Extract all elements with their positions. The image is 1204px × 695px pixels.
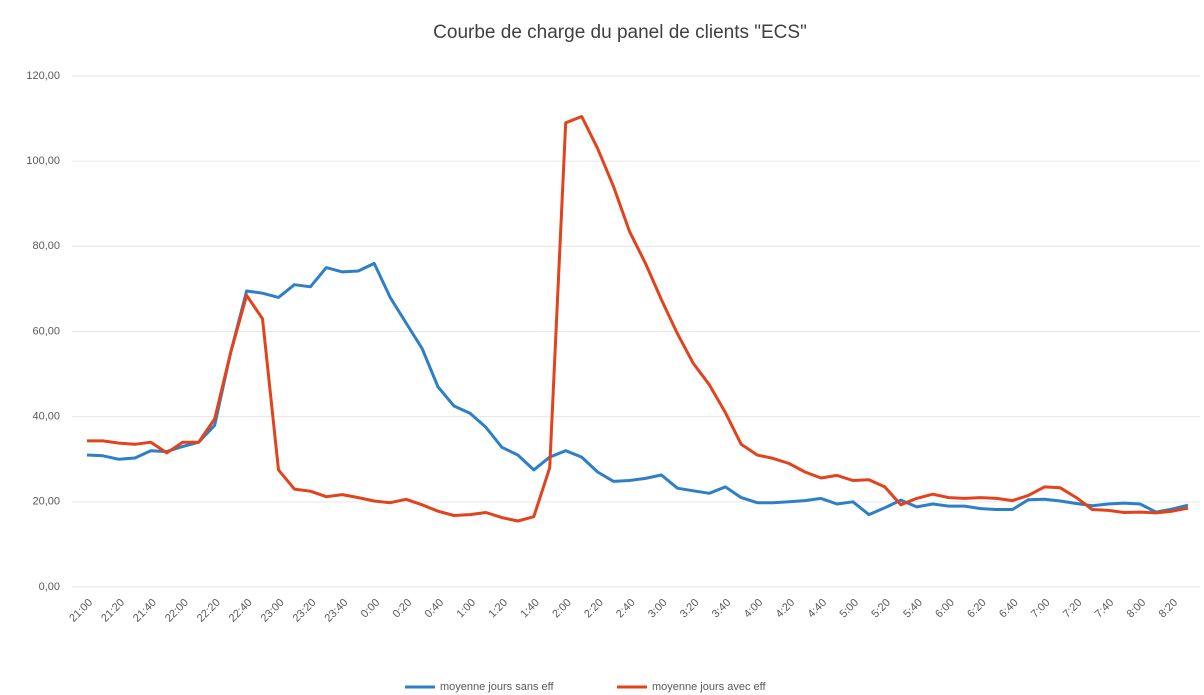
x-tick-label: 3:00: [646, 597, 670, 621]
x-tick-label: 2:00: [550, 597, 574, 621]
x-tick-label: 22:20: [195, 597, 223, 625]
x-tick-label: 7:00: [1029, 597, 1053, 621]
x-tick-label: 6:20: [965, 597, 989, 621]
y-tick-label: 0,00: [39, 581, 60, 593]
x-tick-label: 5:40: [901, 597, 925, 621]
x-tick-label: 22:40: [227, 597, 255, 625]
x-tick-label: 4:40: [806, 597, 830, 621]
legend-label: moyenne jours sans eff: [440, 681, 554, 693]
x-tick-label: 2:40: [614, 597, 638, 621]
x-tick-label: 3:20: [678, 597, 702, 621]
legend-label: moyenne jours avec eff: [652, 681, 766, 693]
x-tick-label: 23:20: [291, 597, 319, 625]
x-tick-label: 1:40: [518, 597, 542, 621]
x-tick-label: 21:00: [67, 597, 95, 625]
x-tick-label: 8:00: [1125, 597, 1149, 621]
y-tick-label: 80,00: [32, 240, 60, 252]
y-tick-label: 20,00: [32, 496, 60, 508]
x-tick-label: 23:00: [259, 597, 287, 625]
x-tick-label: 3:40: [710, 597, 734, 621]
x-tick-label: 21:40: [131, 597, 159, 625]
y-tick-label: 60,00: [32, 325, 60, 337]
x-tick-label: 21:20: [99, 597, 127, 625]
x-tick-label: 6:40: [997, 597, 1021, 621]
x-tick-label: 6:00: [933, 597, 957, 621]
x-tick-label: 7:20: [1061, 597, 1085, 621]
x-tick-label: 8:20: [1157, 597, 1181, 621]
x-tick-label: 22:00: [163, 597, 191, 625]
y-tick-label: 100,00: [26, 155, 60, 167]
y-tick-label: 40,00: [32, 411, 60, 423]
y-tick-label: 120,00: [26, 70, 60, 82]
x-tick-label: 5:20: [869, 597, 893, 621]
x-tick-label: 1:20: [486, 597, 510, 621]
x-tick-label: 0:00: [359, 597, 383, 621]
x-tick-label: 23:40: [323, 597, 351, 625]
x-tick-label: 2:20: [582, 597, 606, 621]
x-tick-label: 1:00: [455, 597, 479, 621]
line-series: [87, 115, 1189, 523]
line-series: [86, 261, 1189, 517]
x-tick-label: 5:00: [837, 597, 861, 621]
x-tick-label: 0:40: [423, 597, 447, 621]
x-tick-label: 4:20: [774, 597, 798, 621]
x-tick-label: 0:20: [391, 597, 415, 621]
chart-title: Courbe de charge du panel de clients "EC…: [433, 22, 807, 43]
x-tick-label: 4:00: [742, 597, 766, 621]
x-tick-label: 7:40: [1093, 597, 1117, 621]
